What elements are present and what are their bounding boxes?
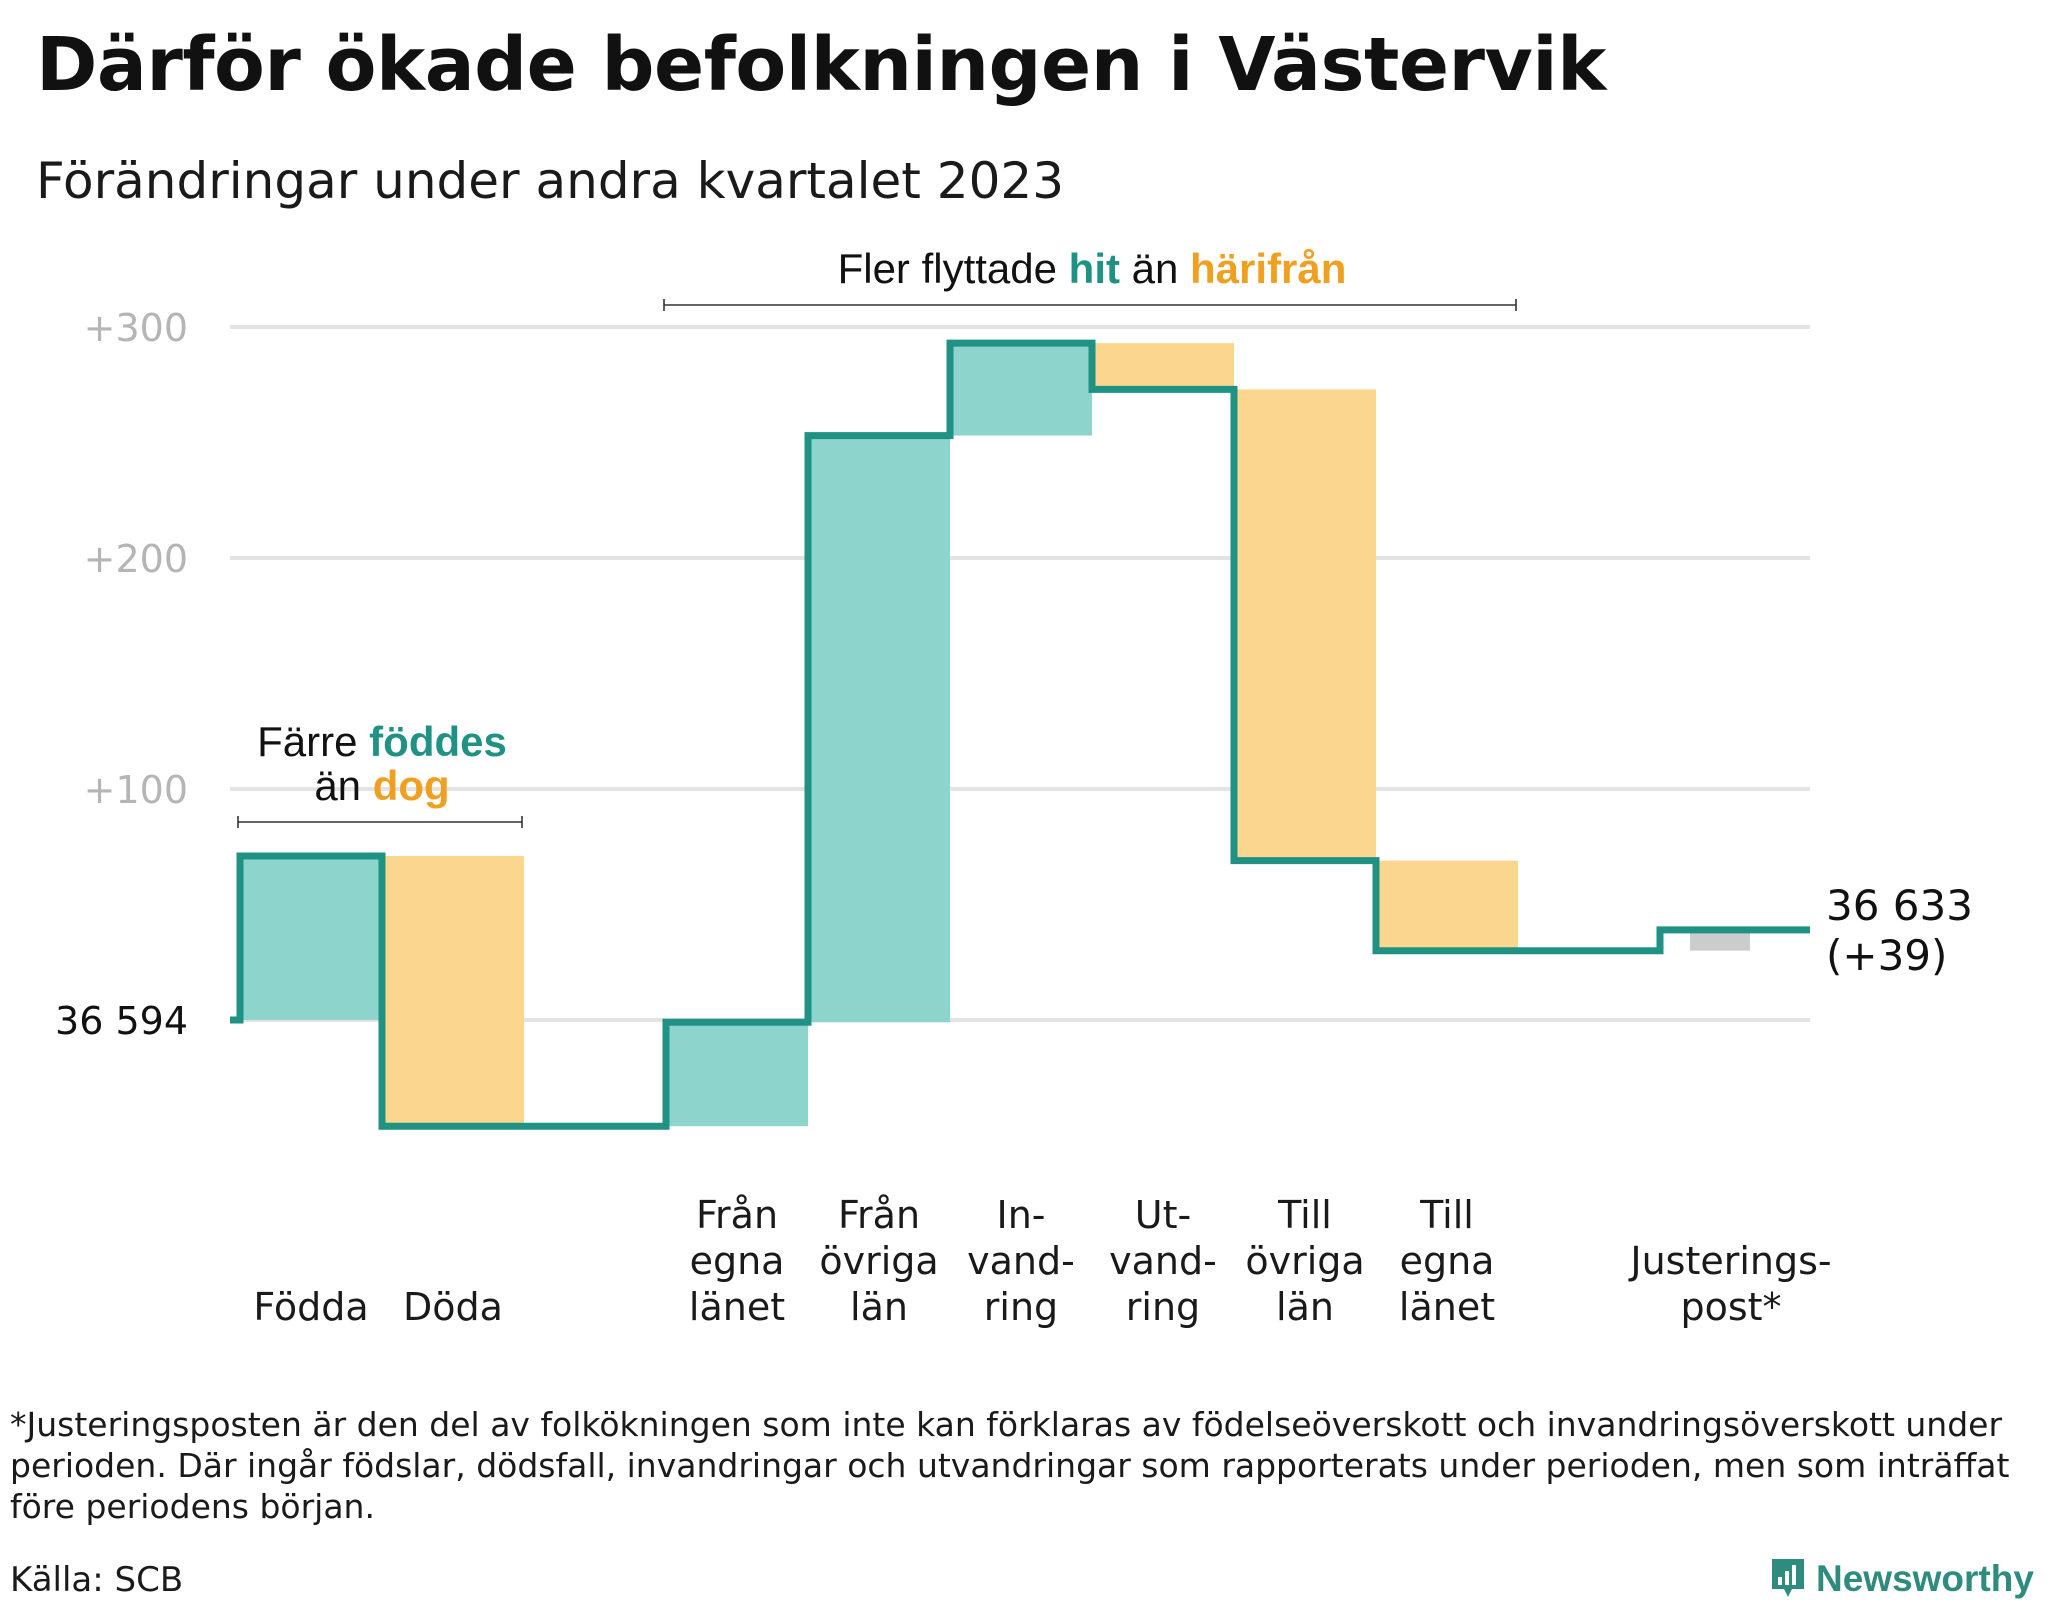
cumulative-line <box>230 339 1810 1130</box>
newsworthy-logo: Newsworthy <box>1770 1554 2034 1604</box>
annotation-segment: Färre <box>257 718 369 765</box>
bar-till_ovriga <box>1234 389 1376 861</box>
annotation-moves: Fler flyttade hit än härifrån <box>838 245 1347 292</box>
bar-justering <box>1690 929 1750 951</box>
x-label-till_ovriga: övriga <box>1245 1239 1364 1283</box>
y-tick-label: +100 <box>84 768 188 812</box>
y-tick-label: +200 <box>84 537 188 581</box>
source-label: Källa: SCB <box>10 1560 184 1600</box>
x-label-till_egna: länet <box>1399 1285 1495 1329</box>
annotation-births: Färre föddes <box>257 718 507 765</box>
x-label-till_ovriga: län <box>1276 1285 1334 1329</box>
x-label-till_egna: Till <box>1419 1193 1474 1237</box>
footnote: *Justeringsposten är den del av folkökni… <box>10 1405 2010 1526</box>
annotation-births: än dog <box>314 762 449 809</box>
annotation-segment: än <box>1120 245 1190 292</box>
end-change-label: (+39) <box>1826 931 1947 980</box>
bar-fran_egna <box>666 1022 808 1127</box>
bar-fodda <box>240 855 382 1020</box>
annotation-segment: hit <box>1069 245 1120 292</box>
x-label-fran_egna: Från <box>696 1193 778 1237</box>
x-label-fran_ovriga: Från <box>838 1193 920 1237</box>
x-label-invandring: In- <box>996 1193 1045 1237</box>
x-label-fran_egna: länet <box>689 1285 785 1329</box>
bar-fran_ovriga <box>808 435 950 1023</box>
brand-name: Newsworthy <box>1816 1558 2034 1599</box>
end-value-label: 36 633 <box>1826 881 1973 930</box>
annotation-segment: dog <box>373 762 450 809</box>
x-label-till_ovriga: Till <box>1277 1193 1332 1237</box>
bar-till_egna <box>1376 860 1518 951</box>
x-label-fran_egna: egna <box>690 1239 785 1283</box>
newsworthy-logo-icon <box>1772 1559 1804 1597</box>
x-label-fodda: Födda <box>253 1285 368 1329</box>
chart-title: Därför ökade befolkningen i Västervik <box>36 22 1606 108</box>
bar-utvandring <box>1092 343 1234 390</box>
bar-doda <box>382 855 524 1127</box>
x-label-justering: post* <box>1680 1285 1781 1329</box>
x-label-till_egna: egna <box>1400 1239 1495 1283</box>
x-label-justering: Justerings- <box>1628 1239 1831 1283</box>
chart-subtitle: Förändringar under andra kvartalet 2023 <box>36 152 1065 210</box>
bar-invandring <box>950 343 1092 436</box>
annotation-segment: föddes <box>369 718 507 765</box>
x-label-invandring: vand- <box>967 1239 1075 1283</box>
annotation-segment: än <box>314 762 372 809</box>
x-label-utvandring: ring <box>1126 1285 1200 1329</box>
y-tick-label: +300 <box>84 306 188 350</box>
x-label-doda: Döda <box>403 1285 503 1329</box>
annotation-segment: Fler flyttade <box>838 245 1069 292</box>
annotation-segment: härifrån <box>1190 245 1346 292</box>
x-label-utvandring: vand- <box>1109 1239 1217 1283</box>
baseline-label: 36 594 <box>55 999 188 1043</box>
x-label-utvandring: Ut- <box>1135 1193 1191 1237</box>
x-label-fran_ovriga: län <box>850 1285 908 1329</box>
x-label-invandring: ring <box>984 1285 1058 1329</box>
x-label-fran_ovriga: övriga <box>819 1239 938 1283</box>
